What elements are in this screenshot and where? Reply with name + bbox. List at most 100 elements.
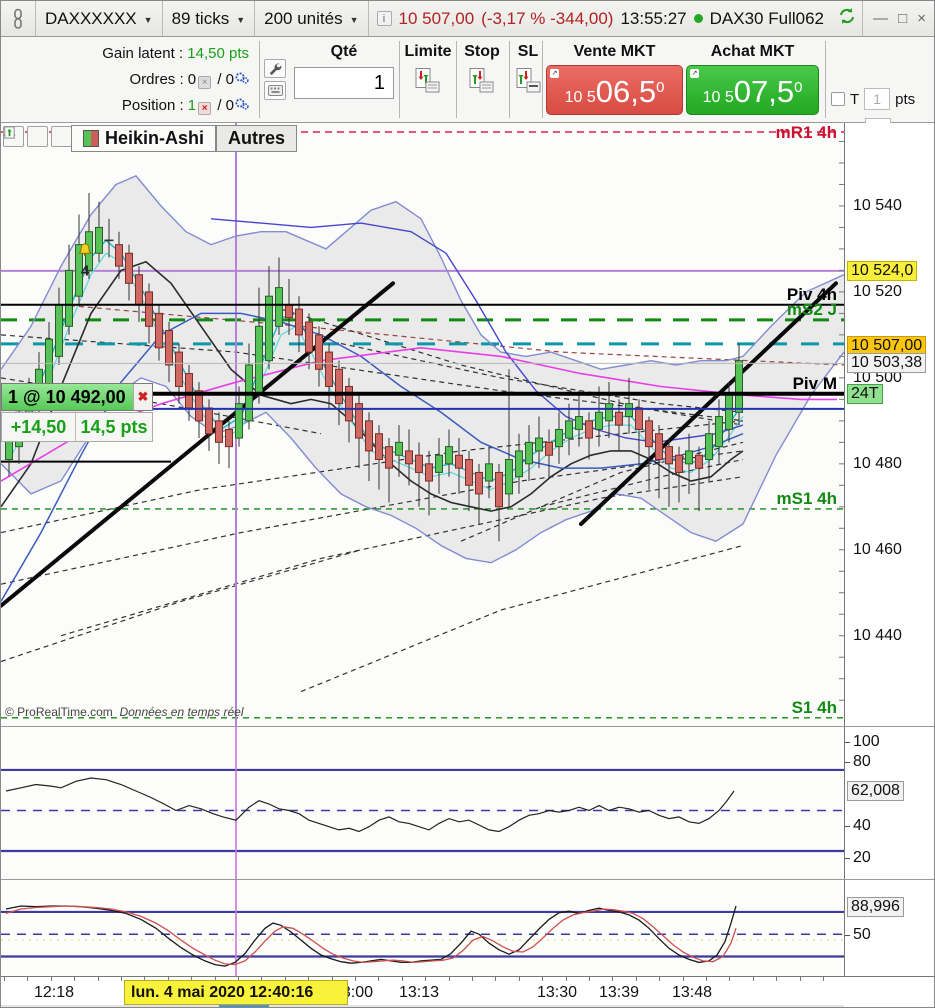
axis-tick-label: 10 480 xyxy=(853,454,902,472)
time-tick-label: 12:18 xyxy=(33,984,75,1001)
dashed-trendline xyxy=(340,342,744,413)
close-position-icon[interactable]: × xyxy=(198,102,212,115)
units-label: 200 unités xyxy=(264,8,343,28)
tab-heikin-ashi[interactable]: Heikin-Ashi xyxy=(71,125,217,152)
orders-open-count: 0 xyxy=(187,71,197,88)
sell-price-main: 06,5 xyxy=(595,74,657,109)
chart-tabs: Heikin-Ashi Autres xyxy=(71,125,298,152)
buy-price-prefix: 10 5 xyxy=(702,89,734,106)
dashed-trendline xyxy=(300,544,744,693)
dashed-trendline xyxy=(1,549,362,663)
level-label: Piv M xyxy=(793,374,837,393)
axis-price-chip: 10 524,0 xyxy=(847,260,918,281)
tab-label: Autres xyxy=(228,128,286,148)
stoploss-order-button[interactable] xyxy=(514,67,542,99)
stoploss-order-icon xyxy=(516,68,541,93)
link-icon[interactable] xyxy=(1,1,36,36)
stochastic-chart[interactable] xyxy=(1,880,844,976)
timeframe-select[interactable]: 89 ticks ▼ xyxy=(163,1,256,36)
refresh-icon[interactable] xyxy=(832,7,862,30)
close-button[interactable]: × xyxy=(917,10,926,27)
chain-link-icon xyxy=(14,8,22,29)
position-summary: Gain latent : 14,50 pts Ordres : 0 × / 0 … xyxy=(1,37,257,123)
detach-icon: ↗ xyxy=(550,69,559,78)
close-position-button[interactable]: ✖ xyxy=(133,384,152,410)
instrument-select[interactable]: DAXXXXXX ▼ xyxy=(36,1,163,36)
scrollbar-thumb[interactable] xyxy=(219,1005,269,1007)
dashed-trendline xyxy=(1,420,744,534)
indicator-value-chip: 62,008 xyxy=(847,781,904,801)
alert-bell-icon xyxy=(78,243,92,256)
main-chart-panel: mR1 4h Piv 4h mS2 J Piv M mS1 4h S1 4h 4 10 54… xyxy=(1,123,934,726)
dashed-trendline xyxy=(60,304,844,366)
stop-order-label: Stop xyxy=(464,43,500,60)
trailing-unit: pts xyxy=(895,90,916,108)
limit-order-icon xyxy=(415,68,440,93)
alert-number: 4 xyxy=(81,262,90,279)
separator: / xyxy=(217,97,222,114)
ma-slow-black xyxy=(1,260,744,512)
time-tick-label: 13:13 xyxy=(398,984,440,1001)
price-axis[interactable]: 10 540 10 520 10 480 10 460 10 440 10 500 10 5… xyxy=(844,123,934,726)
axis-tick-label: 10 540 xyxy=(853,196,902,214)
axis-tick-label: 50 xyxy=(853,926,871,943)
last-price: 10 507,00 xyxy=(398,8,475,28)
sell-order-quick-button[interactable] xyxy=(4,126,48,147)
sell-market-button[interactable]: ↗ 10 5 06,5 0 xyxy=(546,65,683,115)
trailing-checkbox[interactable] xyxy=(831,92,845,106)
position-settings-gear-icon[interactable] xyxy=(234,97,249,110)
buy-market-button[interactable]: ↗ 10 5 07,5 0 xyxy=(686,65,819,115)
dashed-trendline xyxy=(460,441,744,542)
axis-tick-label: 10 460 xyxy=(853,540,902,558)
stochastic-axis[interactable]: 50 88,996 xyxy=(844,880,934,976)
qty-label: Qté xyxy=(330,43,358,60)
timeframe-label: 89 ticks xyxy=(171,8,230,28)
dashed-trendline xyxy=(1,334,744,422)
bollinger-lower xyxy=(1,351,844,564)
keyboard-button[interactable] xyxy=(264,81,286,100)
trailing-pts-input[interactable] xyxy=(864,88,891,110)
level-label: mS2 J xyxy=(787,300,837,319)
pnl-currency: +14,50 xyxy=(2,413,76,441)
axis-tick-label: 80 xyxy=(853,753,871,770)
feed-name: DAX30 Full062 xyxy=(709,8,824,28)
doc-green-arrow-icon xyxy=(4,126,15,139)
order-settings-button[interactable] xyxy=(264,59,286,78)
rsi-chart[interactable] xyxy=(1,727,844,879)
axis-tick-label: 10 440 xyxy=(853,626,902,644)
time-axis[interactable]: 12:18 13:00 13:13 13:30 13:39 13:48 lun. 4 mai… xyxy=(1,976,934,1007)
window-controls: — □ × xyxy=(862,1,934,36)
dashed-trendline xyxy=(60,476,744,637)
series-%D xyxy=(5,905,737,966)
titlebar: DAXXXXXX ▼ 89 ticks ▼ 200 unités ▼ i 10 … xyxy=(1,1,934,37)
orders-settings-gear-icon[interactable] xyxy=(234,71,249,84)
orders-label: Ordres : xyxy=(129,71,184,88)
minimize-button[interactable]: — xyxy=(873,10,889,27)
limit-order-label: Limite xyxy=(404,43,452,60)
axis-tick-label: 20 xyxy=(853,849,871,866)
info-icon[interactable]: i xyxy=(376,11,392,26)
keyboard-icon xyxy=(267,85,283,96)
horizontal-scrollbar[interactable] xyxy=(1,1005,844,1007)
cancel-orders-icon[interactable]: × xyxy=(198,76,212,89)
maximize-button[interactable]: □ xyxy=(898,10,908,27)
quantity-input[interactable] xyxy=(294,67,394,99)
units-select[interactable]: 200 unités ▼ xyxy=(255,1,369,36)
sell-market-label: Vente MKT xyxy=(573,43,656,60)
series-rsi xyxy=(5,777,735,833)
stop-order-icon xyxy=(469,68,494,93)
level-label: mS1 4h xyxy=(777,489,837,508)
wrench-icon xyxy=(269,63,282,75)
candles-icon xyxy=(83,130,99,147)
sell-price-prefix: 10 5 xyxy=(564,89,596,106)
time-tick-label: 13:39 xyxy=(598,984,640,1001)
crosshair-date-tooltip: lun. 4 mai 2020 12:40:16 xyxy=(124,980,348,1005)
tab-autres[interactable]: Autres xyxy=(216,125,298,152)
buy-order-quick-button[interactable] xyxy=(4,126,72,147)
rsi-axis[interactable]: 100 80 40 20 62,008 xyxy=(844,727,934,879)
limit-order-button[interactable] xyxy=(413,67,441,99)
instrument-name: DAXXXXXX xyxy=(45,8,137,28)
stop-order-button[interactable] xyxy=(467,67,495,99)
